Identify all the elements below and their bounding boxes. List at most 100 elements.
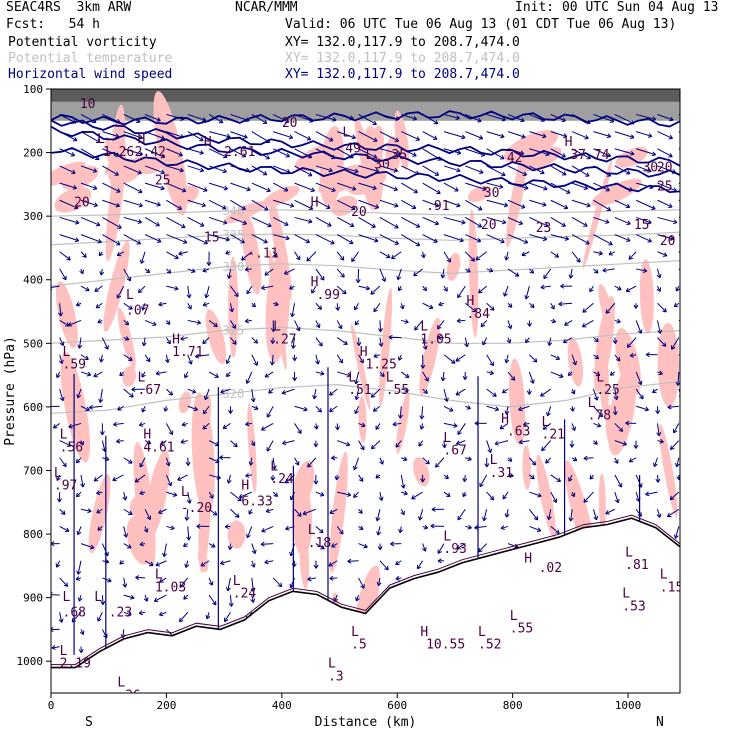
wind-vector-shaft xyxy=(502,388,509,394)
wind-vector-head xyxy=(260,426,266,431)
pv-shade xyxy=(241,212,262,295)
wind-vector-shaft xyxy=(187,165,204,172)
wind-vector-head xyxy=(143,597,149,602)
wind-vector xyxy=(657,182,677,193)
wind-vector xyxy=(329,405,338,413)
wind-vector-head xyxy=(472,307,477,313)
wind-vector-shaft xyxy=(571,165,590,177)
wind-vector-head xyxy=(250,598,256,603)
wind-vector-head xyxy=(253,339,259,344)
wind-vector xyxy=(313,474,319,485)
wind-vector-shaft xyxy=(378,577,381,586)
wind-vector-shaft xyxy=(208,216,228,224)
wind-vector-shaft xyxy=(571,199,591,207)
wind-vector xyxy=(486,491,495,501)
wind-vector-head xyxy=(155,561,160,567)
wind-vector-shaft xyxy=(293,560,296,568)
pv-shade xyxy=(247,403,257,493)
wind-vector-shaft xyxy=(550,491,557,503)
wind-vector xyxy=(187,268,196,273)
wind-vector-head xyxy=(203,187,208,192)
wind-vector xyxy=(315,405,322,413)
wind-vector-head xyxy=(556,477,561,482)
wind-vector-shaft xyxy=(202,337,210,344)
wind-vector-head xyxy=(691,187,695,191)
init-time: Init: 00 UTC Sun 04 Aug 13 xyxy=(515,0,719,15)
wind-vector xyxy=(486,354,494,367)
wind-vector xyxy=(102,577,112,583)
wind-vector xyxy=(636,113,657,122)
wind-vector xyxy=(589,285,594,293)
wind-vector-shaft xyxy=(483,509,488,521)
wind-vector-shaft xyxy=(68,319,82,326)
wind-vector xyxy=(392,421,402,427)
wind-vector-head xyxy=(196,523,201,529)
wind-vector xyxy=(59,199,79,210)
wind-vector-shaft xyxy=(614,423,624,432)
wind-vector xyxy=(184,560,190,568)
wind-vector-head xyxy=(137,170,142,175)
wind-vector-shaft xyxy=(550,165,567,176)
wind-vector xyxy=(529,216,549,228)
wind-vector-head xyxy=(605,510,610,515)
wind-vector xyxy=(166,268,172,274)
wind-vector-shaft xyxy=(482,337,488,346)
wind-vector-head xyxy=(526,390,532,395)
wind-vector-head xyxy=(339,530,344,535)
wind-vector xyxy=(558,301,573,307)
wind-vector-shaft xyxy=(294,320,301,332)
wind-vector xyxy=(123,320,130,326)
wind-vector-shaft xyxy=(315,405,322,413)
wind-vector xyxy=(379,268,387,282)
wind-vector-shaft xyxy=(443,113,460,120)
wind-vector-shaft xyxy=(195,354,210,358)
wind-vector xyxy=(657,165,677,174)
wind-vector xyxy=(437,543,445,554)
wind-vector xyxy=(238,491,253,499)
wind-vector xyxy=(370,440,381,450)
pv-shade xyxy=(88,474,111,554)
wind-vector-head xyxy=(400,510,405,516)
contour-label: .52 xyxy=(478,637,501,652)
wind-vector-head xyxy=(315,323,321,329)
wind-vector-head xyxy=(119,560,124,565)
wind-vector-shaft xyxy=(181,422,188,426)
wind-vector-shaft xyxy=(80,165,97,173)
wind-vector-head xyxy=(570,407,575,412)
organization: NCAR/MMM xyxy=(235,0,298,15)
wind-vector-shaft xyxy=(443,388,448,402)
wind-vector-shaft xyxy=(422,251,425,258)
wind-vector xyxy=(507,302,513,308)
wind-vector-head xyxy=(164,358,170,364)
wind-vector-head xyxy=(246,289,251,295)
wind-vector-head xyxy=(330,154,336,160)
contour-label: 30 xyxy=(484,186,500,201)
wind-vector-shaft xyxy=(208,440,220,446)
wind-vector xyxy=(139,457,146,468)
wind-vector xyxy=(465,234,482,243)
wind-vector xyxy=(540,388,552,397)
wind-vector xyxy=(372,405,381,412)
wind-vector xyxy=(230,508,240,518)
wind-vector-shaft xyxy=(358,354,364,364)
wind-vector-shaft xyxy=(657,268,661,279)
wind-vector xyxy=(307,457,317,468)
wind-vector-shaft xyxy=(540,388,552,397)
wind-vector xyxy=(93,474,103,482)
wind-vector-shaft xyxy=(571,216,588,227)
wind-vector xyxy=(123,131,144,140)
wind-vector-head xyxy=(271,465,277,470)
theta-contour-335 xyxy=(51,231,680,246)
wind-vector-head xyxy=(403,490,408,496)
wind-vector-shaft xyxy=(336,526,344,535)
wind-vector xyxy=(202,302,210,307)
wind-vector-head xyxy=(372,407,378,412)
x-tick-label: 1000 xyxy=(615,699,642,712)
wind-vector xyxy=(667,404,679,410)
wind-vector xyxy=(123,182,143,194)
wind-vector-shaft xyxy=(230,320,236,329)
wind-vector xyxy=(208,577,214,586)
wind-vector xyxy=(230,285,239,298)
wind-vector-shaft xyxy=(123,594,135,599)
wind-vector-head xyxy=(507,303,513,308)
